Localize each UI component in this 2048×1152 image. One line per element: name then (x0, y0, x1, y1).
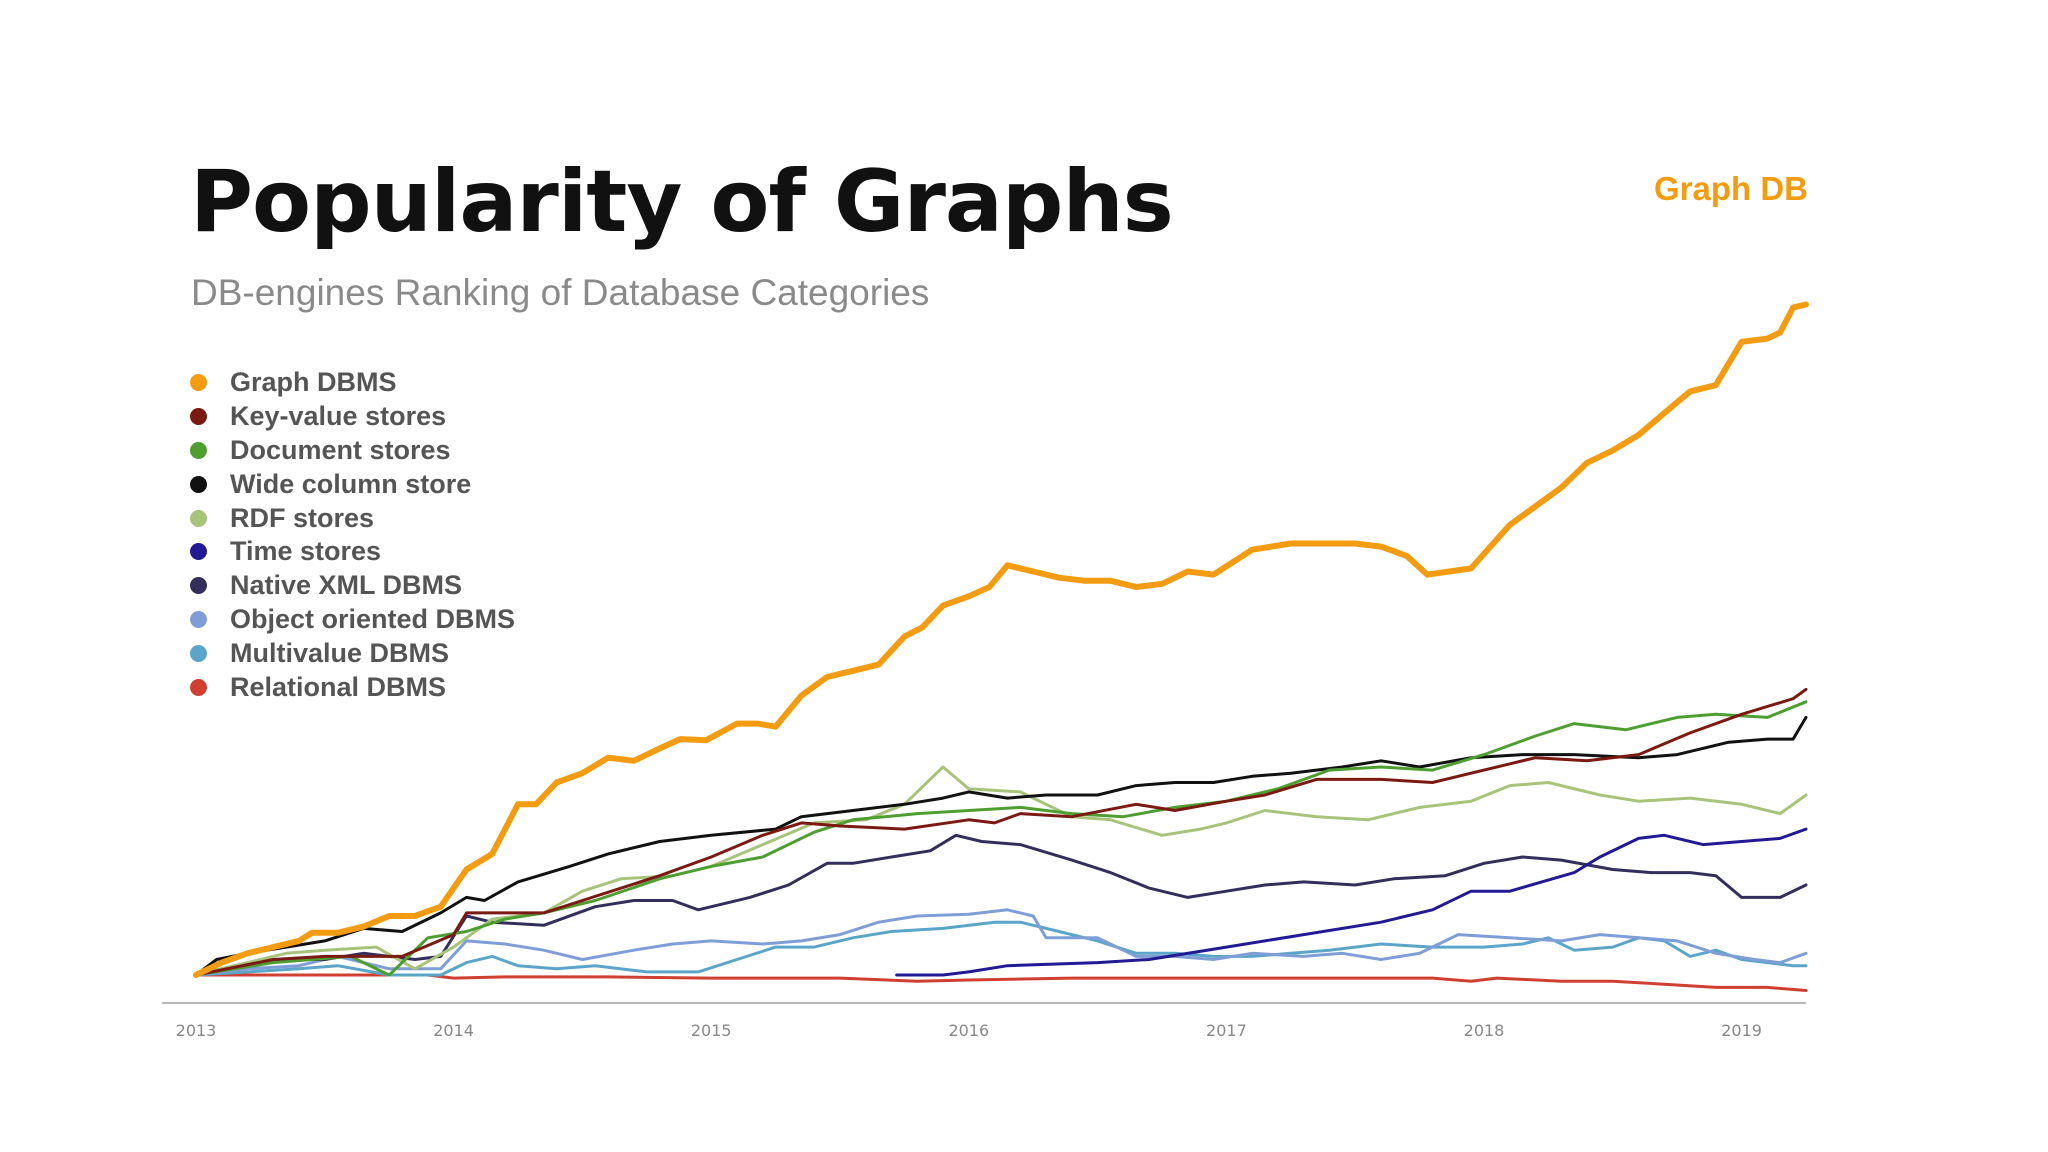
legend-item: Graph DBMS (190, 366, 515, 400)
legend-dot (190, 577, 207, 595)
x-tick-label: 2018 (1464, 1021, 1505, 1040)
series-line-document-stores (194, 700, 1808, 977)
legend-dot (190, 408, 207, 426)
series-line-object-oriented-dbms (194, 908, 1808, 977)
legend-item: Relational DBMS (190, 670, 515, 704)
legend-label: Key-value stores (230, 401, 447, 432)
legend-dot (190, 678, 207, 696)
legend-label: Relational DBMS (230, 671, 447, 702)
legend-label: Object oriented DBMS (230, 603, 516, 634)
series-line-key-value-stores (194, 687, 1808, 977)
legend-item: Native XML DBMS (190, 569, 515, 603)
legend-label: RDF stores (230, 502, 375, 533)
x-axis-ticks: 2013 2014 2015 2016 2017 2018 2019 (176, 1021, 1762, 1040)
x-tick-label: 2017 (1206, 1021, 1247, 1040)
x-tick-label: 2013 (176, 1021, 217, 1040)
series-line-time-stores (895, 827, 1808, 977)
series-layer (193, 301, 1809, 992)
legend-item: Document stores (190, 434, 515, 468)
legend-label: Time stores (230, 536, 382, 567)
x-tick-label: 2019 (1721, 1021, 1762, 1040)
legend-item: Object oriented DBMS (190, 603, 515, 637)
x-tick-label: 2016 (948, 1021, 989, 1040)
series-line-graph-dbms (193, 301, 1809, 978)
legend-dot (190, 509, 207, 527)
legend-item: RDF stores (190, 501, 515, 535)
chart-subtitle: DB-engines Ranking of Database Categorie… (191, 272, 930, 313)
legend-label: Graph DBMS (230, 367, 397, 398)
x-tick-label: 2014 (433, 1021, 474, 1040)
legend-dot (190, 543, 207, 561)
legend-item: Key-value stores (190, 400, 515, 434)
series-line-native-xml-dbms (194, 833, 1808, 977)
legend-label: Multivalue DBMS (230, 637, 450, 668)
legend-dot (190, 644, 207, 662)
legend-dot (190, 441, 207, 459)
series-line-rdf-stores (194, 765, 1808, 977)
legend-item: Time stores (190, 535, 515, 569)
legend: Graph DBMS Key-value stores Document store… (190, 366, 515, 704)
graph-db-annotation: Graph DB (1653, 170, 1808, 207)
legend-dot (190, 610, 207, 628)
x-tick-label: 2015 (691, 1021, 732, 1040)
legend-label: Native XML DBMS (230, 570, 463, 601)
legend-item: Multivalue DBMS (190, 636, 515, 670)
legend-dot (190, 374, 207, 392)
legend-label: Document stores (230, 434, 451, 465)
series-line-relational-dbms (194, 973, 1808, 992)
series-line-wide-column-store (194, 715, 1808, 977)
chart-title: Popularity of Graphs (190, 152, 1174, 252)
legend-label: Wide column store (230, 468, 472, 499)
legend-dot (190, 475, 207, 493)
legend-item: Wide column store (190, 467, 515, 501)
